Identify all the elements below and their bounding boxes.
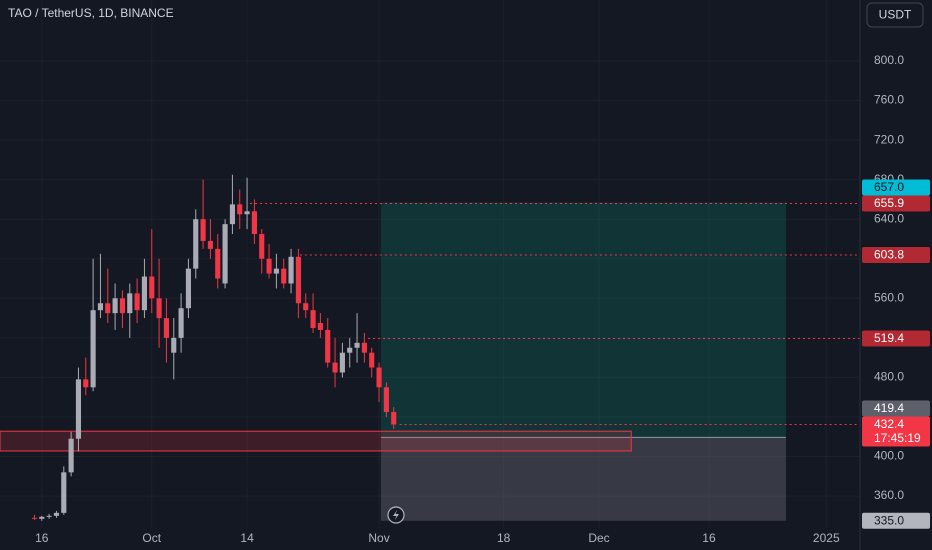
candle-body (237, 204, 243, 215)
price-tag-label: 657.0 (874, 180, 904, 194)
axes: 360.0400.0440.0480.0520.0560.0600.0640.0… (35, 0, 930, 550)
candle-body (325, 329, 331, 363)
candle-body (193, 219, 199, 269)
y-tick-label: 400.0 (874, 449, 904, 463)
currency-button[interactable] (866, 2, 924, 28)
grid (0, 0, 860, 528)
candle-body (303, 303, 309, 311)
price-tag (862, 400, 930, 417)
candle-body (105, 303, 111, 314)
price-tag-label: 432.4 (874, 417, 904, 431)
price-tag-label: 655.9 (874, 196, 904, 210)
candle-body (391, 412, 397, 425)
zone (0, 430, 632, 452)
y-tick-label: 760.0 (874, 93, 904, 107)
candle-body (383, 387, 389, 413)
candle-body (281, 268, 287, 284)
candle-body (259, 234, 265, 259)
candle-body (266, 258, 272, 274)
profit-zone (380, 202, 786, 438)
candle-body (317, 323, 323, 330)
countdown: 17:45:19 (874, 431, 921, 445)
x-tick-label: 2025 (813, 531, 840, 545)
candle-body (39, 516, 45, 519)
y-tick-label: 800.0 (874, 53, 904, 67)
candle-body (31, 517, 38, 519)
overlays (0, 202, 860, 521)
x-tick-label: 14 (240, 531, 254, 545)
candle-body (46, 515, 52, 517)
candle-body (354, 342, 360, 348)
candle-body (295, 256, 301, 304)
y-tick-label: 560.0 (874, 290, 904, 304)
candle-body (215, 248, 221, 279)
y-tick-label: 720.0 (874, 132, 904, 146)
replay-icon[interactable] (387, 506, 405, 524)
y-tick-label: 480.0 (874, 370, 904, 384)
y-tick-label: 640.0 (874, 211, 904, 225)
candle-body (156, 298, 162, 319)
candle-body (75, 379, 82, 439)
candle-body (171, 337, 177, 353)
price-tag-label: 335.0 (874, 513, 904, 527)
price-tag-label: 603.8 (874, 248, 904, 262)
candle-body (251, 211, 257, 235)
candle-body (53, 512, 60, 516)
x-tick-label: 18 (497, 531, 511, 545)
candle-body (83, 379, 89, 388)
candle-body (200, 219, 206, 241)
candle-body (229, 204, 235, 225)
candle-body (244, 211, 250, 215)
price-tag (862, 512, 930, 529)
candle-body (310, 310, 316, 328)
price-tag-label: 519.4 (874, 331, 904, 345)
x-tick-label: Dec (588, 531, 609, 545)
x-tick-label: Nov (368, 531, 389, 545)
x-tick-label: 16 (35, 531, 49, 545)
price-tag (862, 247, 930, 264)
candle-body (149, 276, 155, 299)
candle-body (134, 293, 140, 311)
candle-body (112, 298, 118, 314)
x-tick-label: 16 (702, 531, 716, 545)
candle-body (97, 303, 104, 311)
candle-body (90, 310, 96, 388)
candle-body (185, 268, 191, 309)
candle-body (273, 268, 279, 274)
x-tick-label: Oct (142, 531, 161, 545)
candle-body (207, 240, 213, 249)
candle-body (361, 342, 367, 353)
price-tag (862, 179, 930, 196)
candle-body (288, 256, 294, 284)
candle-body (332, 362, 338, 373)
candles (31, 174, 397, 521)
candle-body (141, 276, 147, 311)
currency-label[interactable]: USDT (879, 8, 912, 22)
candle-body (119, 298, 126, 314)
candle-body (178, 308, 184, 338)
candle-body (163, 318, 169, 338)
candle-body (68, 438, 74, 473)
candle-body (347, 347, 353, 353)
candle-body (61, 472, 67, 513)
price-tag (862, 416, 930, 447)
candle-body (127, 293, 133, 314)
price-tag (862, 195, 930, 212)
candle-body (369, 352, 375, 368)
candle-body (339, 352, 345, 373)
price-tag-label: 419.4 (874, 401, 904, 415)
chart-title: TAO / TetherUS, 1D, BINANCE (8, 6, 174, 20)
y-tick-label: 360.0 (874, 488, 904, 502)
candle-body (376, 367, 382, 388)
candle-body (222, 224, 228, 284)
price-tag (862, 330, 930, 347)
